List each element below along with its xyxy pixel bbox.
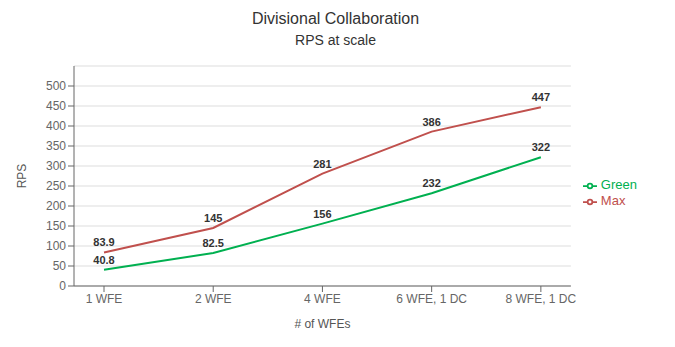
svg-text:232: 232	[422, 177, 440, 189]
svg-text:150: 150	[46, 219, 66, 233]
svg-text:6 WFE, 1 DC: 6 WFE, 1 DC	[396, 292, 467, 306]
svg-text:500: 500	[46, 79, 66, 93]
svg-text:40.8: 40.8	[93, 254, 114, 266]
svg-text:200: 200	[46, 199, 66, 213]
html-text:Divisional Collaboration: Divisional Collaboration	[251, 10, 420, 27]
svg-text:281: 281	[313, 158, 331, 170]
svg-text:# of WFEs: # of WFEs	[294, 317, 350, 331]
svg-text:145: 145	[204, 212, 222, 224]
svg-text:250: 250	[46, 179, 66, 193]
svg-text:450: 450	[46, 99, 66, 113]
svg-text:100: 100	[46, 239, 66, 253]
svg-text:50: 50	[53, 259, 67, 273]
svg-text:386: 386	[422, 116, 440, 128]
svg-text:156: 156	[313, 208, 331, 220]
svg-text:8 WFE, 1 DC: 8 WFE, 1 DC	[506, 292, 577, 306]
svg-text:2 WFE: 2 WFE	[195, 292, 232, 306]
svg-text:400: 400	[46, 119, 66, 133]
svg-text:83.9: 83.9	[93, 236, 114, 248]
html-text:Max: Max	[600, 193, 626, 208]
svg-text:82.5: 82.5	[203, 237, 224, 249]
svg-text:1 WFE: 1 WFE	[86, 292, 123, 306]
svg-text:RPS: RPS	[15, 164, 29, 189]
svg-text:4 WFE: 4 WFE	[304, 292, 341, 306]
svg-text:322: 322	[532, 141, 550, 153]
html-text:RPS at scale: RPS at scale	[295, 32, 376, 48]
svg-text:0: 0	[59, 279, 66, 293]
svg-text:447: 447	[532, 91, 550, 103]
svg-text:300: 300	[46, 159, 66, 173]
svg-text:350: 350	[46, 139, 66, 153]
html-text:Green: Green	[600, 177, 637, 193]
